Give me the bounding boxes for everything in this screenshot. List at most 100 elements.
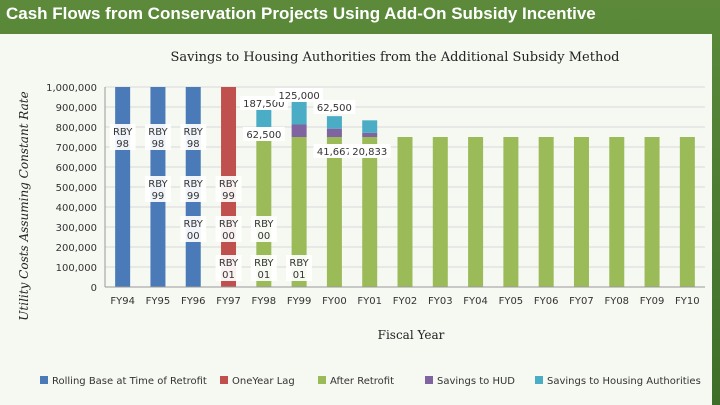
y-tick-label: 600,000	[56, 163, 97, 174]
rby-label-box	[250, 216, 277, 242]
bar-after-retrofit-fy02	[397, 137, 413, 287]
legend-swatch	[318, 376, 326, 384]
rby-label-line1: RBY	[113, 127, 133, 138]
rby-label-box	[109, 124, 136, 150]
x-tick-label: FY06	[534, 296, 559, 307]
y-tick-label: 1,000,000	[46, 83, 97, 94]
rby-label-line2: 00	[257, 231, 270, 242]
bar-after-retrofit-fy06	[538, 137, 554, 287]
legend-item-after-retrofit: After Retrofit	[318, 376, 394, 387]
rby-label-line1: RBY	[219, 219, 239, 230]
x-tick-label: FY98	[252, 296, 277, 307]
rby-label-line2: 98	[187, 139, 200, 150]
bar-savings-ha-fy01	[362, 120, 378, 133]
rby-label-box	[144, 176, 171, 202]
y-tick-label: 200,000	[56, 243, 97, 254]
value-label: 62,500	[242, 127, 285, 141]
bar-savings-ha-fy99	[291, 99, 307, 125]
y-tick-label: 100,000	[56, 263, 97, 274]
bar-savings-hud-fy01	[362, 132, 378, 137]
rby-label-line2: 01	[293, 270, 306, 281]
y-tick-label: 900,000	[56, 103, 97, 114]
rby-label-box	[144, 124, 171, 150]
rby-label-line2: 99	[222, 191, 235, 202]
bar-after-retrofit-fy07	[573, 137, 589, 287]
axis-layer: 0 100,000 200,000 300,000 400,000 500,000 600,…	[46, 83, 705, 307]
x-tick-label: FY99	[287, 296, 312, 307]
x-tick-label: FY01	[357, 296, 382, 307]
value-label-text: 125,000	[278, 91, 319, 102]
rby-label-line2: 01	[257, 270, 270, 281]
bar-after-retrofit-fy09	[644, 137, 660, 287]
x-tick-label: FY02	[393, 296, 418, 307]
rby-label-line2: 00	[187, 231, 200, 242]
bar-after-retrofit-fy10	[679, 137, 695, 287]
value-label-text: 20,833	[352, 147, 387, 158]
legend-swatch	[220, 376, 228, 384]
y-tick-label: 300,000	[56, 223, 97, 234]
x-tick-label: FY07	[569, 296, 594, 307]
rby-label-line2: 99	[187, 191, 200, 202]
value-label-box	[275, 88, 324, 102]
bar-after-retrofit-fy03	[432, 137, 448, 287]
rby-label-line1: RBY	[254, 219, 274, 230]
rby-label-line1: RBY	[184, 127, 204, 138]
value-label: 20,833	[348, 144, 391, 158]
y-tick-label: 400,000	[56, 203, 97, 214]
bar-after-retrofit-fy98	[256, 137, 272, 287]
bar-after-retrofit-fy08	[609, 137, 625, 287]
y-tick-label: 700,000	[56, 143, 97, 154]
x-tick-label: FY95	[146, 296, 171, 307]
rby-label-line1: RBY	[289, 258, 309, 269]
value-label-box	[348, 144, 391, 158]
x-tick-label: FY94	[110, 296, 135, 307]
bar-after-retrofit-fy01	[362, 137, 378, 287]
rby-label-box	[180, 216, 207, 242]
rby-label-box	[215, 255, 242, 281]
bar-savings-hud-fy99	[291, 124, 307, 137]
x-tick-label: FY04	[463, 296, 488, 307]
rby-label-line1: RBY	[148, 127, 168, 138]
bar-after-retrofit-fy04	[468, 137, 484, 287]
legend-label: Savings to HUD	[437, 376, 515, 387]
rby-label-box	[180, 176, 207, 202]
rby-label-line2: 99	[152, 191, 165, 202]
rby-label-line1: RBY	[219, 179, 239, 190]
rby-label-box	[215, 176, 242, 202]
bar-savings-hud-fy00	[326, 128, 342, 137]
rby-label-box	[286, 255, 313, 281]
value-label-text: 41,667	[317, 147, 352, 158]
legend-swatch	[425, 376, 433, 384]
bar-after-retrofit-fy05	[503, 137, 519, 287]
legend-item-rolling-base: Rolling Base at Time of Retrofit	[40, 376, 207, 387]
x-tick-label: FY05	[499, 296, 524, 307]
legend-label: Savings to Housing Authorities	[547, 376, 701, 387]
y-tick-label: 500,000	[56, 183, 97, 194]
bar-savings-ha-fy00	[326, 116, 342, 129]
bar-after-retrofit-fy00	[326, 137, 342, 287]
rby-label-box	[215, 216, 242, 242]
x-tick-label: FY08	[604, 296, 629, 307]
rby-label-line1: RBY	[219, 258, 239, 269]
value-label: 41,667	[313, 144, 356, 158]
chart-svg: RBY98RBY98RBY98RBY99RBY99RBY99RBY00RBY00…	[17, 50, 705, 387]
legend-label: After Retrofit	[330, 376, 394, 387]
chart-title: Savings to Housing Authorities from the …	[171, 50, 620, 65]
labels-layer: RBY98RBY98RBY98RBY99RBY99RBY99RBY00RBY00…	[109, 88, 391, 281]
x-tick-label: FY00	[322, 296, 347, 307]
legend-label: OneYear Lag	[232, 376, 295, 387]
rby-label-box	[180, 124, 207, 150]
bar-after-retrofit-fy99	[291, 137, 307, 287]
y-tick-label: 800,000	[56, 123, 97, 134]
rby-label-line2: 00	[222, 231, 235, 242]
